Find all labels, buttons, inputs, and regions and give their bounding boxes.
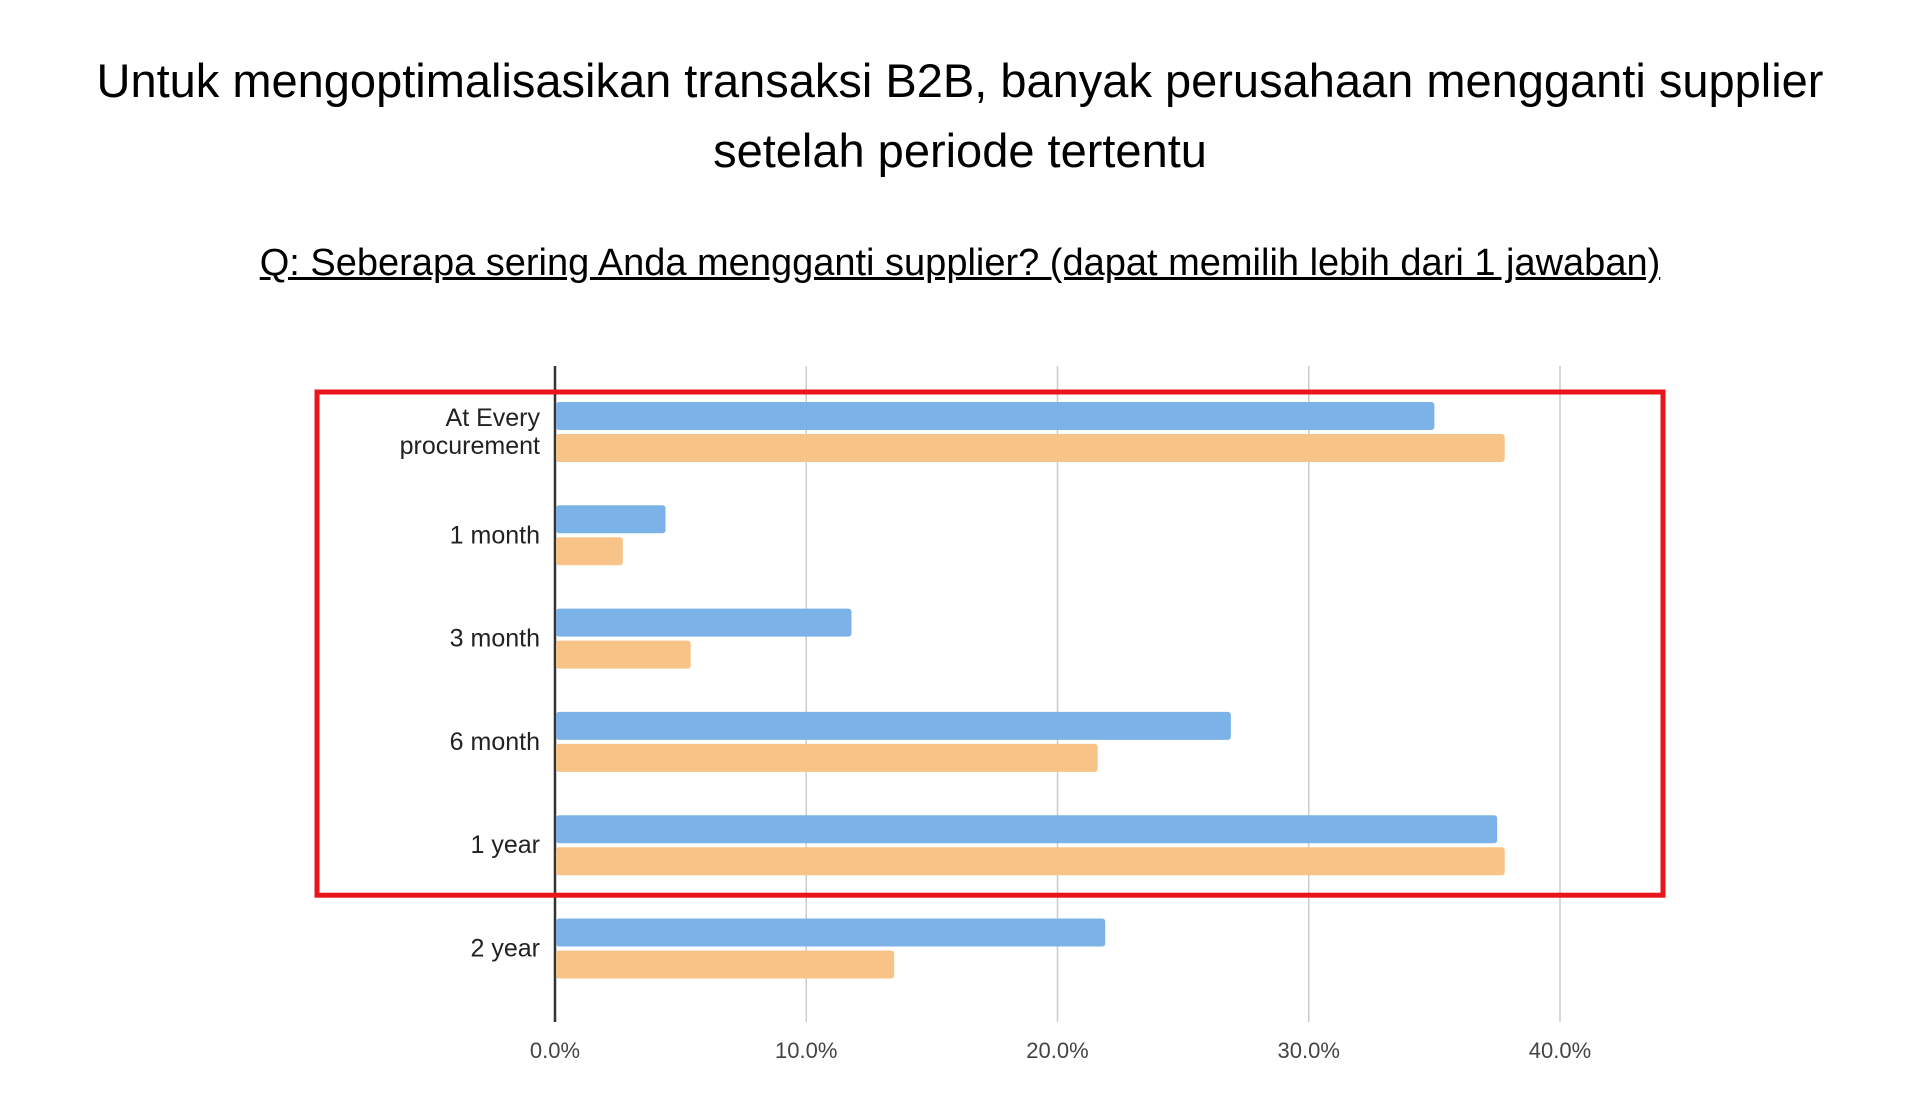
category-label: 1 year (471, 831, 540, 859)
bar-series-1 (556, 402, 1435, 430)
box-layer (314, 389, 1666, 898)
x-tick-label: 0.0% (530, 1038, 580, 1063)
title-line-2: setelah periode tertentu (713, 124, 1207, 177)
bar-series-1 (556, 918, 1106, 947)
bar-series-1 (556, 505, 666, 534)
category-label: 1 month (450, 521, 540, 549)
grid-layer (553, 366, 1561, 1022)
bar-series-2 (556, 537, 623, 566)
title-line-1: Untuk mengoptimalisasikan transaksi B2B,… (96, 54, 1824, 107)
category-label: At Every procurement (400, 404, 541, 460)
bar-series-2 (556, 434, 1505, 462)
bar-series-1 (556, 608, 852, 637)
bar-series-2 (556, 847, 1505, 876)
page-title: Untuk mengoptimalisasikan transaksi B2B,… (0, 46, 1920, 186)
x-tick-label: 10.0% (775, 1038, 837, 1063)
category-label: 2 year (471, 935, 540, 963)
bar-series-1 (556, 815, 1498, 844)
highlight-box (314, 389, 1666, 898)
category-label: 3 month (450, 625, 540, 653)
bar-series-2 (556, 950, 895, 979)
bar-series-2 (556, 743, 1098, 772)
bar-series-1 (556, 711, 1231, 740)
survey-question: Q: Seberapa sering Anda mengganti suppli… (259, 242, 1661, 284)
x-tick-label: 30.0% (1278, 1038, 1340, 1063)
x-tick-label: 40.0% (1529, 1038, 1591, 1063)
bar-series-2 (556, 640, 691, 669)
label-layer: 0.0% 10.0% 20.0% 30.0% 40.0% At Every procurem… (400, 404, 1592, 1063)
x-tick-label: 20.0% (1026, 1038, 1088, 1063)
category-label: 6 month (450, 728, 540, 756)
bar-layer (556, 402, 1505, 979)
